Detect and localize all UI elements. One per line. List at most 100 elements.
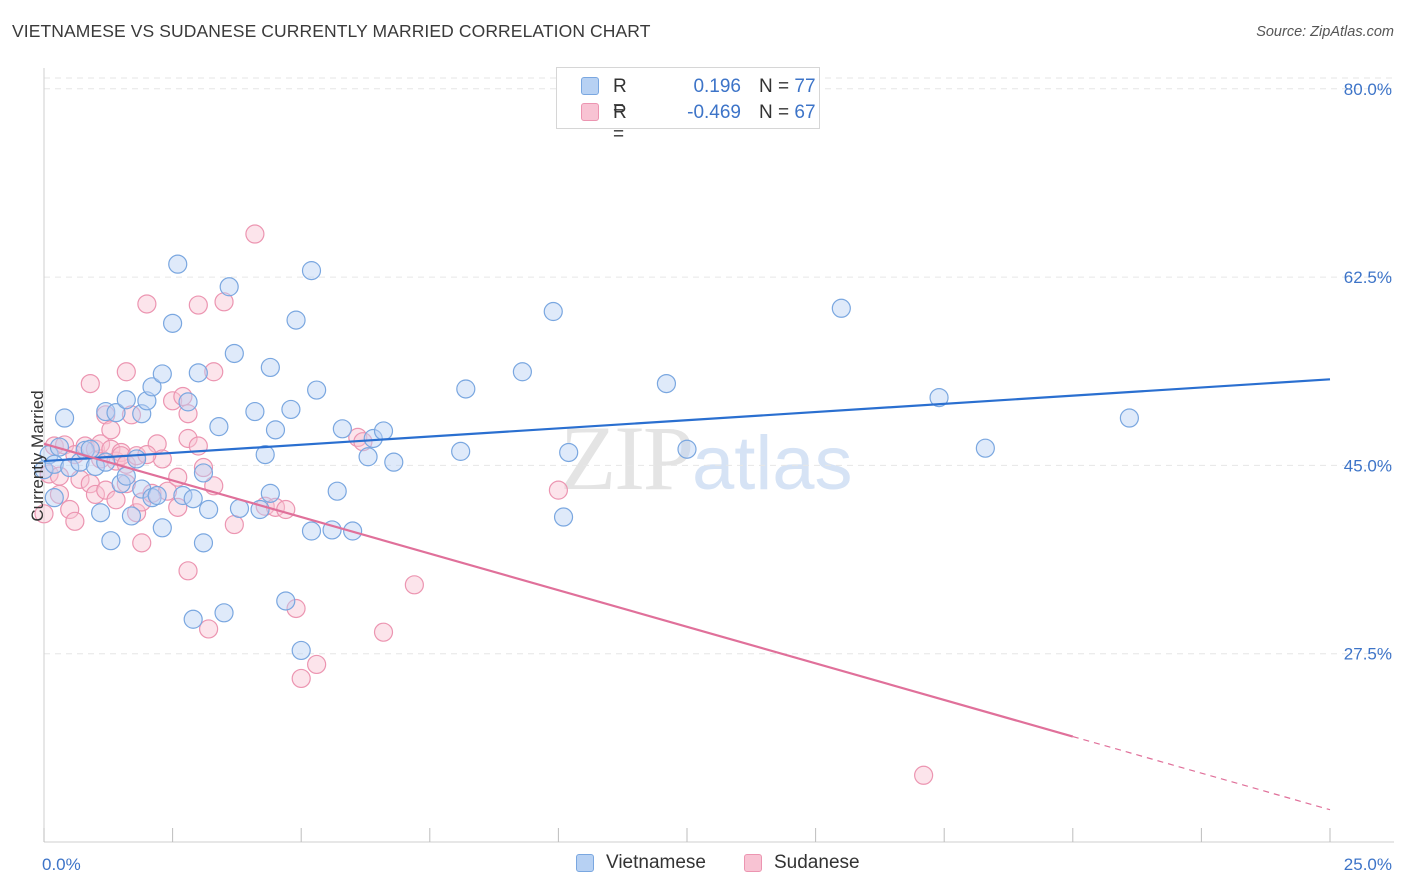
- vietnamese-point: [456, 379, 476, 399]
- r-value: -0.469: [687, 102, 741, 123]
- vietnamese-point: [831, 298, 851, 318]
- vietnamese-point: [245, 401, 265, 422]
- vietnamese-point: [183, 609, 203, 629]
- vietnamese-point: [116, 390, 136, 410]
- sudanese-point: [404, 575, 424, 595]
- sudanese-point: [193, 457, 214, 478]
- sudanese-point: [178, 428, 198, 449]
- n-group: N = 67: [759, 102, 816, 124]
- vietnamese-point: [193, 463, 214, 483]
- sudanese-swatch: [581, 103, 599, 121]
- vietnamese-point: [152, 518, 172, 538]
- sudanese-point: [132, 533, 152, 553]
- vietnamese-point: [224, 343, 244, 364]
- sudanese-point: [137, 294, 157, 314]
- sudanese-point: [116, 474, 136, 494]
- vietnamese-point: [260, 483, 280, 503]
- vietnamese-point: [451, 441, 471, 461]
- vietnamese-point: [214, 603, 234, 623]
- vietnamese-point: [168, 254, 188, 274]
- vietnamese-point: [656, 374, 677, 394]
- vietnamese-point: [49, 437, 70, 457]
- n-label: N =: [759, 102, 790, 123]
- sudanese-point: [245, 224, 265, 244]
- vietnamese-point: [1119, 408, 1139, 428]
- chart-title: VIETNAMESE VS SUDANESE CURRENTLY MARRIED…: [12, 21, 651, 41]
- sudanese-point: [286, 598, 306, 619]
- vietnamese-point: [929, 387, 949, 408]
- n-group: N = 77: [759, 76, 816, 98]
- sudanese-point: [291, 668, 311, 689]
- vietnamese-point: [677, 439, 697, 459]
- sudanese-point: [60, 499, 80, 520]
- series-legend: Vietnamese Sudanese: [0, 852, 1406, 876]
- vietnamese-point: [199, 499, 219, 520]
- vietnamese-point: [281, 399, 301, 420]
- vietnamese-point: [178, 392, 198, 412]
- vietnamese-point: [183, 489, 203, 509]
- vietnamese-point: [291, 640, 311, 661]
- vietnamese-point: [121, 506, 142, 526]
- vietnamese-point: [543, 301, 563, 322]
- vietnamese-point: [147, 485, 167, 506]
- n-label: N =: [759, 76, 790, 97]
- vietnamese-point: [301, 261, 322, 281]
- sudanese-point: [307, 654, 327, 675]
- vietnamese-point: [384, 452, 404, 472]
- sudanese-point: [101, 420, 121, 440]
- sudanese-trend-line: [43, 442, 1074, 738]
- tick-labels: 27.5% 45.0% 62.5% 80.0% 0.0% 25.0%: [42, 80, 1392, 874]
- sudanese-point: [224, 514, 244, 535]
- vietnamese-swatch: [581, 77, 599, 95]
- vietnamese-point: [188, 363, 208, 383]
- sudanese-point: [121, 405, 142, 425]
- vietnamese-point: [193, 533, 214, 553]
- sudanese-trend-line-extension: [1072, 735, 1331, 811]
- vietnamese-point: [90, 503, 111, 523]
- vietnamese-point: [142, 377, 162, 397]
- sudanese-point: [188, 295, 208, 315]
- vietnamese-point: [512, 362, 532, 382]
- vietnamese-point: [373, 421, 394, 441]
- sudanese-swatch: [744, 854, 762, 872]
- vietnamese-swatch: [576, 854, 594, 872]
- vietnamese-point: [152, 364, 172, 384]
- vietnamese-point: [44, 488, 64, 508]
- vietnamese-point: [173, 485, 193, 506]
- x-tick-label: 0.0%: [42, 855, 81, 874]
- sudanese-point: [34, 504, 54, 524]
- sudanese-point: [80, 374, 100, 394]
- vietnamese-point: [332, 419, 352, 439]
- vietnamese-point: [101, 531, 121, 551]
- y-axis-label: Currently Married: [28, 390, 47, 522]
- vietnamese-point: [559, 442, 579, 463]
- vietnamese-point: [975, 438, 995, 458]
- r-label: R =: [613, 102, 627, 145]
- sudanese-point: [548, 480, 569, 500]
- sudanese-point: [163, 391, 183, 411]
- sudanese-point: [65, 511, 85, 531]
- legend-label: Sudanese: [774, 852, 860, 873]
- sudanese-point: [116, 362, 136, 382]
- vietnamese-point: [327, 481, 347, 501]
- vietnamese-point: [276, 591, 296, 611]
- sudanese-point: [914, 765, 934, 785]
- vietnamese-point: [96, 401, 116, 422]
- sudanese-point: [173, 386, 193, 407]
- source-credit: Source: ZipAtlas.com: [1256, 24, 1394, 40]
- x-tick-label: 25.0%: [1344, 855, 1392, 874]
- vietnamese-point: [265, 420, 286, 440]
- vietnamese-point: [358, 447, 378, 467]
- vietnamese-point: [219, 277, 239, 297]
- vietnamese-point: [54, 408, 75, 428]
- legend-label: Vietnamese: [606, 852, 706, 873]
- sudanese-point: [85, 484, 106, 505]
- y-tick-label: 27.5%: [1344, 645, 1392, 664]
- sudanese-point: [178, 561, 198, 581]
- n-value: 67: [794, 102, 816, 123]
- n-value: 77: [794, 76, 816, 97]
- y-tick-label: 80.0%: [1344, 80, 1392, 99]
- y-tick-label: 62.5%: [1344, 268, 1392, 287]
- vietnamese-point: [553, 507, 574, 527]
